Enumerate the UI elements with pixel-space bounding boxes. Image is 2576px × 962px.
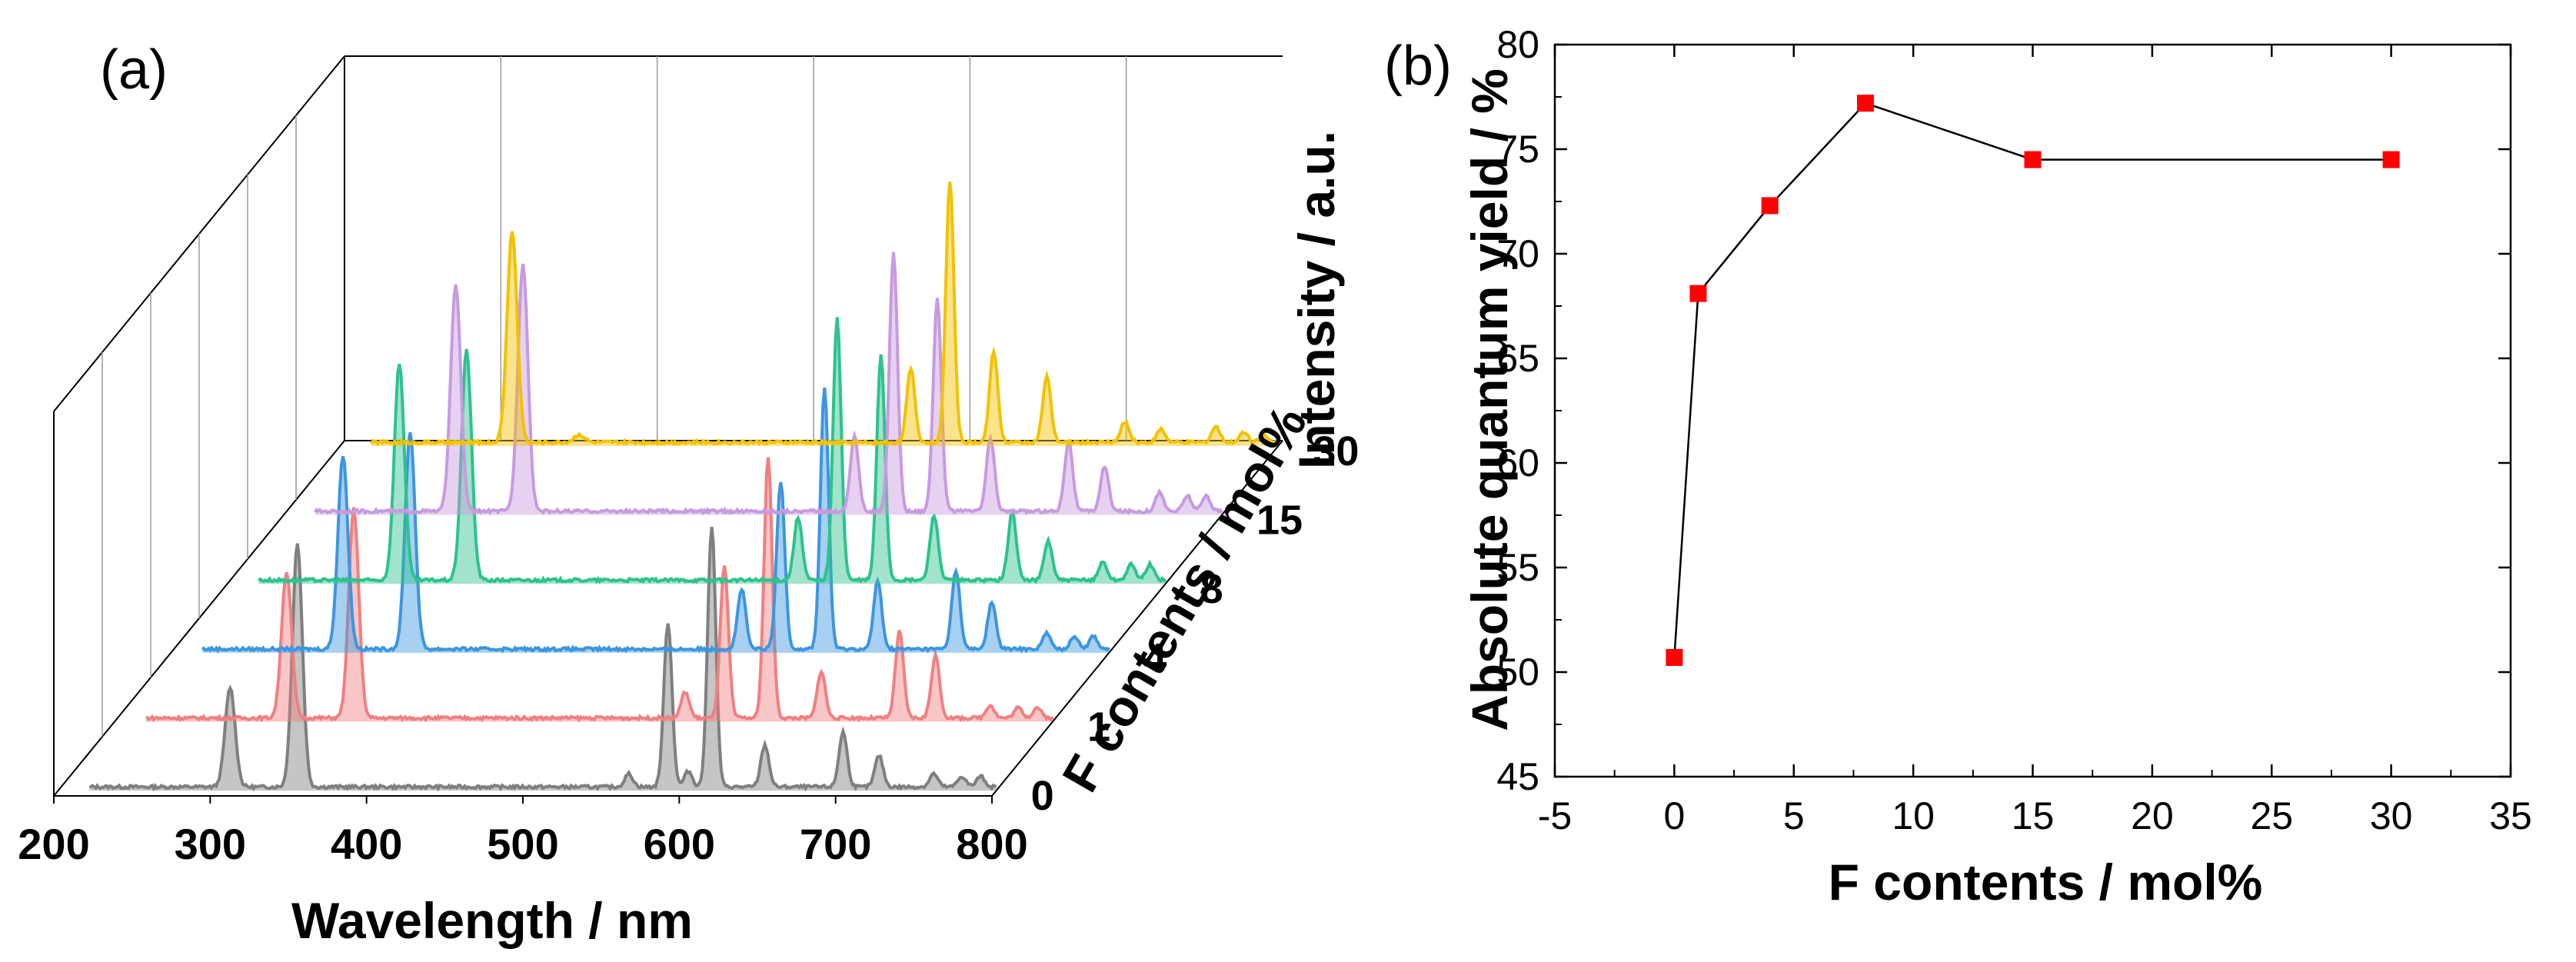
data-point-4 xyxy=(1761,197,1779,215)
panel-b-axes: -5 0 5 10 15 20 25 30 35 45 50 55 60 65 70 75 80 xyxy=(1496,23,2531,837)
y-tick-label: 45 xyxy=(1496,755,1539,798)
depth-tick-label: 15 xyxy=(1256,498,1303,544)
y-tick-label: 75 xyxy=(1496,128,1539,171)
y-tick-label: 55 xyxy=(1496,546,1539,589)
panel-b-y-axis-title: Absolute quantum yield / % xyxy=(1461,68,1518,731)
data-line xyxy=(1673,102,2391,658)
spectrum-line-0 xyxy=(88,527,997,792)
x-tick-label: 35 xyxy=(2489,794,2532,837)
depth-tick-label: 8 xyxy=(1200,566,1223,612)
spectrum-fill-0 xyxy=(89,527,997,791)
y-tick-label: 70 xyxy=(1496,232,1539,275)
panel-a-intensity-axis-title: Intensity / a.u. xyxy=(1288,131,1345,469)
depth-tick-label: 0 xyxy=(1031,773,1054,819)
panel-a-x-axis-title: Wavelength / nm xyxy=(291,892,693,949)
x-tick-label: 500 xyxy=(487,820,558,868)
spectrum-line-30 xyxy=(370,181,1279,448)
right-depth-line xyxy=(991,440,1283,797)
x-tick-label: 5 xyxy=(1783,794,1805,837)
x-tick-label: 25 xyxy=(2250,794,2293,837)
x-tick-label: 300 xyxy=(175,820,246,868)
x-tick-label: 10 xyxy=(1892,794,1935,837)
y-tick-label: 80 xyxy=(1496,23,1539,66)
x-tick-label: 20 xyxy=(2131,794,2174,837)
x-tick-label: 30 xyxy=(2370,794,2413,837)
data-point-0 xyxy=(1666,648,1683,666)
x-tick-label: -5 xyxy=(1538,794,1572,837)
y-tick-label: 60 xyxy=(1496,441,1539,484)
spectrum-line-1 xyxy=(145,457,1054,723)
data-point-1 xyxy=(1689,285,1707,302)
depth-tick-label: 4 xyxy=(1143,635,1167,681)
x-tick-label: 200 xyxy=(18,820,89,868)
panel-a-label: (a) xyxy=(100,39,168,101)
y-tick-label: 50 xyxy=(1496,651,1539,694)
data-point-15 xyxy=(2024,151,2042,168)
panel-b-label: (b) xyxy=(1384,35,1452,97)
x-tick-label: 15 xyxy=(2012,794,2055,837)
depth-tick-label: 1 xyxy=(1087,704,1110,750)
spectrum-line-8 xyxy=(257,317,1167,584)
data-point-8 xyxy=(1856,95,1874,112)
x-tick-label: 800 xyxy=(956,820,1027,868)
panel-b-scatter-line-chart: -5 0 5 10 15 20 25 30 35 45 50 55 60 65 70 75 80 (b) F c… xyxy=(1384,23,2532,910)
panel-a-3d-frame xyxy=(53,55,1283,797)
panel-b-plot-area xyxy=(1666,95,2400,666)
x-tick-label: 600 xyxy=(644,820,715,868)
panel-a-spectra xyxy=(88,181,1279,792)
data-point-30 xyxy=(2382,151,2400,168)
spectrum-fill-1 xyxy=(145,457,1053,722)
x-tick-label: 0 xyxy=(1663,794,1685,837)
y-tick-label: 65 xyxy=(1496,337,1539,380)
spectrum-line-15 xyxy=(314,251,1223,516)
depth-tick-label: 30 xyxy=(1313,428,1359,474)
x-tick-label: 700 xyxy=(800,820,871,868)
x-tick-label: 400 xyxy=(331,820,402,868)
panel-a-depth-axis-title: F contents / mol% xyxy=(1051,396,1317,801)
panel-b-x-axis-title: F contents / mol% xyxy=(1829,854,2263,910)
